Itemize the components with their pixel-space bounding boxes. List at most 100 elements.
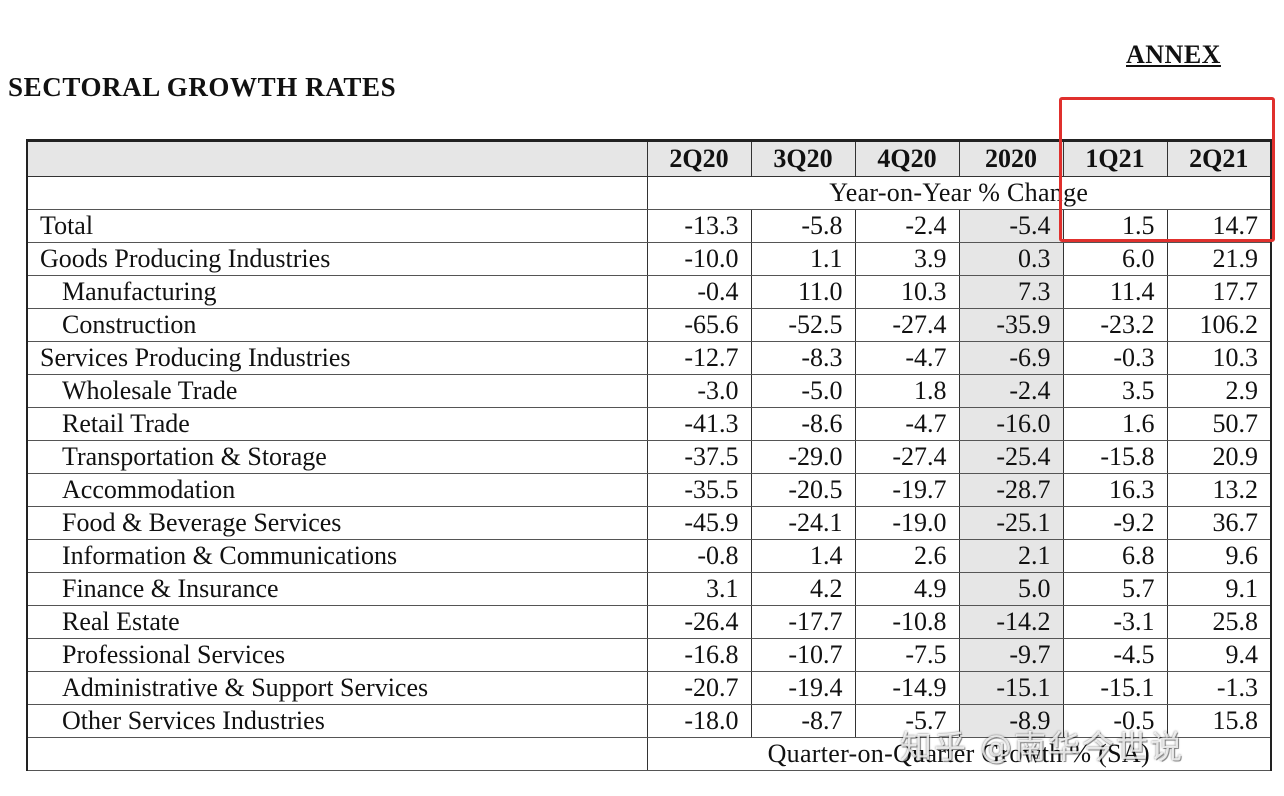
value-cell: -8.6 [751, 407, 856, 441]
value-cell: -13.3 [647, 209, 752, 243]
table-row: Food & Beverage Services -45.9 -24.1 -19.0-… [27, 506, 1272, 540]
value-cell: 3.9 [855, 242, 960, 276]
table-row: Administrative & Support Services -20.7 -1… [27, 671, 1272, 705]
row-label: Real Estate [27, 605, 648, 639]
table-row: Professional Services -16.8 -10.7 -7.5 -9.7-… [27, 638, 1272, 672]
column-header: 1Q21 [1063, 140, 1168, 177]
value-cell: -16.8 [647, 638, 752, 672]
value-cell: 17.7 [1167, 275, 1272, 309]
value-cell: 4.2 [751, 572, 856, 606]
row-label: Goods Producing Industries [27, 242, 648, 276]
row-label: Construction [27, 308, 648, 342]
sectoral-growth-table: 2Q20 3Q20 4Q20 2020 1Q21 2Q21 Year-on-Ye… [26, 139, 1272, 771]
value-cell: 25.8 [1167, 605, 1272, 639]
header-blank-cell [27, 140, 648, 177]
value-cell: 15.8 [1167, 704, 1272, 738]
row-label: Accommodation [27, 473, 648, 507]
value-cell: 4.9 [855, 572, 960, 606]
value-cell: -23.2 [1063, 308, 1168, 342]
table-row: Construction -65.6 -52.5 -27.4 -35.9 -23.2 106… [27, 308, 1272, 342]
table-row: Other Services Industries -18.0 -8.7 -5.7 -8… [27, 704, 1272, 738]
value-cell: -5.0 [751, 374, 856, 408]
value-cell: 50.7 [1167, 407, 1272, 441]
value-cell: 1.5 [1063, 209, 1168, 243]
table-row: Total -13.3 -5.8 -2.4 -5.4 1.5 14.7 [27, 209, 1272, 243]
value-cell: -12.7 [647, 341, 752, 375]
value-cell: -65.6 [647, 308, 752, 342]
yoy-caption: Year-on-Year % Change [647, 176, 1272, 210]
table-row: Finance & Insurance 3.1 4.2 4.9 5.0 5.7 9.1 [27, 572, 1272, 606]
value-cell: 5.0 [959, 572, 1064, 606]
value-cell: -4.7 [855, 341, 960, 375]
page-title: SECTORAL GROWTH RATES [8, 72, 397, 102]
value-cell: -29.0 [751, 440, 856, 474]
table-row: Services Producing Industries -12.7 -8.3 -4… [27, 341, 1272, 375]
value-cell: -8.7 [751, 704, 856, 738]
value-cell: 2.6 [855, 539, 960, 573]
value-cell: -24.1 [751, 506, 856, 540]
value-cell: -20.7 [647, 671, 752, 705]
value-cell: 5.7 [1063, 572, 1168, 606]
row-label: Manufacturing [27, 275, 648, 309]
value-cell: 14.7 [1167, 209, 1272, 243]
value-cell: -28.7 [959, 473, 1064, 507]
annex-label: ANNEX [1126, 40, 1221, 69]
value-cell: -19.7 [855, 473, 960, 507]
value-cell: -15.1 [959, 671, 1064, 705]
row-label: Food & Beverage Services [27, 506, 648, 540]
value-cell: 6.8 [1063, 539, 1168, 573]
table-row: Wholesale Trade -3.0 -5.0 1.8 -2.4 3.5 2.9 [27, 374, 1272, 408]
row-label: Total [27, 209, 648, 243]
caption-blank-cell [27, 176, 648, 210]
row-label: Professional Services [27, 638, 648, 672]
column-header: 2020 [959, 140, 1064, 177]
value-cell: 36.7 [1167, 506, 1272, 540]
value-cell: -15.8 [1063, 440, 1168, 474]
value-cell: -25.4 [959, 440, 1064, 474]
value-cell: -15.1 [1063, 671, 1168, 705]
value-cell: -35.9 [959, 308, 1064, 342]
value-cell: 2.1 [959, 539, 1064, 573]
value-cell: -0.8 [647, 539, 752, 573]
value-cell: 11.0 [751, 275, 856, 309]
value-cell: -0.3 [1063, 341, 1168, 375]
table-body: Year-on-Year % Change Total -13.3 -5.8 -2.4-… [27, 176, 1272, 771]
table-row: Manufacturing -0.4 11.0 10.3 7.3 11.4 17.7 [27, 275, 1272, 309]
value-cell: 7.3 [959, 275, 1064, 309]
value-cell: -20.5 [751, 473, 856, 507]
value-cell: -5.7 [855, 704, 960, 738]
value-cell: -0.5 [1063, 704, 1168, 738]
table-row: Real Estate -26.4 -17.7 -10.8 -14.2 -3.1 25.8 [27, 605, 1272, 639]
value-cell: -17.7 [751, 605, 856, 639]
value-cell: -27.4 [855, 440, 960, 474]
value-cell: 10.3 [1167, 341, 1272, 375]
value-cell: -10.0 [647, 242, 752, 276]
value-cell: -0.4 [647, 275, 752, 309]
column-header: 2Q21 [1167, 140, 1272, 177]
value-cell: -5.8 [751, 209, 856, 243]
row-label: Wholesale Trade [27, 374, 648, 408]
value-cell: -2.4 [959, 374, 1064, 408]
value-cell: -2.4 [855, 209, 960, 243]
qoq-caption: Quarter-on-Quarter Growth % (SA) [647, 737, 1272, 771]
value-cell: -10.8 [855, 605, 960, 639]
value-cell: -26.4 [647, 605, 752, 639]
row-label: Administrative & Support Services [27, 671, 648, 705]
value-cell: -45.9 [647, 506, 752, 540]
value-cell: -35.5 [647, 473, 752, 507]
row-label: Retail Trade [27, 407, 648, 441]
value-cell: -14.9 [855, 671, 960, 705]
value-cell: -9.7 [959, 638, 1064, 672]
value-cell: -10.7 [751, 638, 856, 672]
value-cell: -19.0 [855, 506, 960, 540]
value-cell: -37.5 [647, 440, 752, 474]
value-cell: 1.6 [1063, 407, 1168, 441]
row-label: Information & Communications [27, 539, 648, 573]
table-row: Transportation & Storage -37.5 -29.0 -27.4-… [27, 440, 1272, 474]
column-header: 4Q20 [855, 140, 960, 177]
value-cell: 11.4 [1063, 275, 1168, 309]
value-cell: 9.1 [1167, 572, 1272, 606]
value-cell: -8.9 [959, 704, 1064, 738]
row-label: Transportation & Storage [27, 440, 648, 474]
value-cell: 13.2 [1167, 473, 1272, 507]
